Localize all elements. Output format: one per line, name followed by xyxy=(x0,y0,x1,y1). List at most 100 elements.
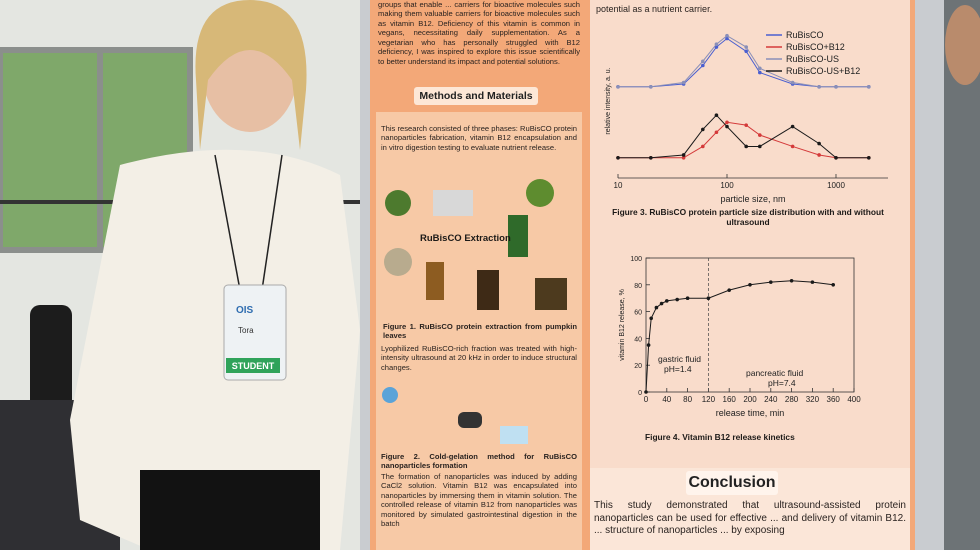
x-tick-label: 0 xyxy=(644,395,649,404)
series-line xyxy=(618,35,869,88)
data-point xyxy=(789,278,794,283)
fraction-photo xyxy=(477,270,499,310)
data-point xyxy=(748,283,752,287)
x-tick-label: 160 xyxy=(723,395,737,404)
x-tick-label: 80 xyxy=(683,395,692,404)
x-axis-label: release time, min xyxy=(716,408,785,418)
data-point xyxy=(817,141,821,146)
methods-text-2: Lyophilized RuBisCO-rich fraction was tr… xyxy=(381,344,577,372)
methods-heading: Methods and Materials xyxy=(414,87,538,105)
right-top-text: potential as a nutrient carrier. xyxy=(596,4,713,14)
annotation: pancreatic fluid xyxy=(746,368,803,378)
extract-photo xyxy=(508,215,528,257)
drop-icon xyxy=(382,387,398,403)
methods-text: This research consisted of three phases:… xyxy=(381,124,577,152)
data-point xyxy=(817,85,821,89)
data-point xyxy=(758,70,762,75)
data-point xyxy=(701,144,705,149)
data-point xyxy=(727,288,731,292)
data-point xyxy=(714,113,719,117)
data-point xyxy=(744,123,748,127)
annotation: gastric fluid xyxy=(658,354,701,364)
data-point xyxy=(725,124,729,129)
data-point xyxy=(810,280,815,284)
y-tick-label: 20 xyxy=(634,363,642,370)
data-point xyxy=(790,144,795,149)
data-point xyxy=(744,45,748,49)
badge-name: Tora xyxy=(238,326,254,335)
annotation: pH=7.4 xyxy=(768,378,796,388)
data-point xyxy=(867,85,871,89)
data-point xyxy=(649,316,653,321)
y-tick-label: 40 xyxy=(634,336,642,343)
data-point xyxy=(769,280,773,284)
window-frame xyxy=(0,47,193,253)
data-point xyxy=(714,45,719,49)
data-point xyxy=(725,33,729,38)
figure1-label: RuBisCO Extraction xyxy=(420,233,511,244)
y-axis-label: relative intensity, a. u. xyxy=(605,67,612,134)
badge-logo: OIS xyxy=(236,305,254,316)
data-point xyxy=(744,49,748,54)
ice-icon xyxy=(500,426,528,444)
data-point xyxy=(665,299,669,303)
data-point xyxy=(616,85,620,89)
x-tick-label: 1000 xyxy=(827,181,845,190)
data-point xyxy=(649,156,653,160)
legend-label: RuBisCO+B12 xyxy=(786,42,845,52)
data-point xyxy=(681,153,686,157)
tube-photo xyxy=(426,262,444,300)
x-axis-label: particle size, nm xyxy=(720,194,785,204)
data-point xyxy=(681,156,686,160)
data-point xyxy=(654,305,659,310)
data-point xyxy=(685,296,690,301)
data-point xyxy=(659,301,664,306)
conclusion-text: This study demonstrated that ultrasound-… xyxy=(594,500,906,536)
data-point xyxy=(758,144,762,149)
y-tick-label: 60 xyxy=(634,310,642,317)
data-point xyxy=(834,156,838,160)
x-tick-label: 10 xyxy=(614,181,623,190)
lanyard xyxy=(214,154,241,291)
data-point xyxy=(649,85,653,89)
hair xyxy=(195,0,307,150)
data-point xyxy=(790,80,795,85)
data-point xyxy=(681,80,686,85)
x-tick-label: 200 xyxy=(743,395,757,404)
y-axis-label: vitamin B12 release, % xyxy=(619,289,626,361)
badge-role-bg xyxy=(226,358,280,373)
data-point xyxy=(706,296,711,301)
x-tick-label: 360 xyxy=(827,395,841,404)
data-point xyxy=(831,283,835,287)
legend-label: RuBisCO-US+B12 xyxy=(786,66,860,76)
data-point xyxy=(646,343,651,347)
leaf-photo xyxy=(385,190,411,216)
blender-photo xyxy=(433,190,473,216)
bath-icon xyxy=(458,412,482,428)
data-point xyxy=(867,156,871,160)
blouse xyxy=(70,149,360,550)
figure4-caption: Figure 4. Vitamin B12 release kinetics xyxy=(645,432,795,442)
data-point xyxy=(725,120,729,125)
series-line xyxy=(618,121,869,159)
data-point xyxy=(701,127,705,132)
visitor-face xyxy=(945,5,980,85)
x-tick-label: 400 xyxy=(847,395,861,404)
pellet-photo xyxy=(384,248,412,276)
x-tick-label: 320 xyxy=(806,395,820,404)
data-point xyxy=(701,59,705,64)
intro-text: groups that enable ... carriers for bioa… xyxy=(378,0,580,66)
data-point xyxy=(758,133,762,137)
data-point xyxy=(834,85,838,89)
y-tick-label: 0 xyxy=(638,390,642,397)
legend-label: RuBisCO-US xyxy=(786,54,839,64)
y-tick-label: 80 xyxy=(634,283,642,290)
skirt xyxy=(140,470,320,550)
data-point xyxy=(644,390,648,394)
x-tick-label: 240 xyxy=(764,395,778,404)
lanyard xyxy=(261,154,283,291)
data-point xyxy=(725,36,729,41)
data-point xyxy=(744,144,748,149)
methods-text-3: The formation of nanoparticles was induc… xyxy=(381,472,577,529)
